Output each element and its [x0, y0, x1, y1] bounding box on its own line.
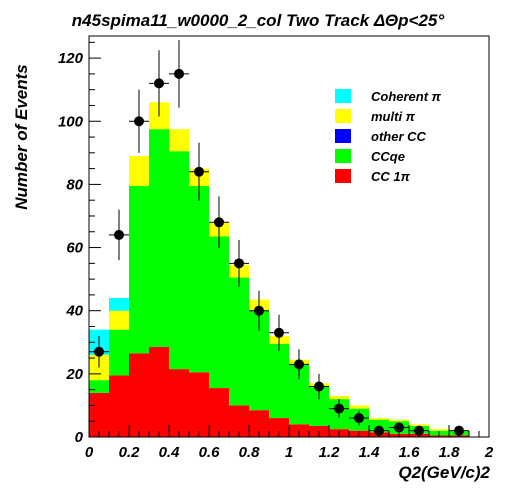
bar-ccqe-6: [209, 236, 229, 389]
legend-swatch-4: [335, 169, 351, 183]
y-tick-label: 100: [58, 113, 84, 130]
bar-ccqe-4: [169, 151, 189, 370]
bar-cc-1--5: [189, 372, 209, 437]
data-points: [89, 40, 469, 436]
legend-label-3: CCqe: [371, 149, 405, 164]
bar-multi--4: [169, 129, 189, 152]
legend-swatch-2: [335, 129, 351, 143]
y-tick-label: 20: [65, 366, 83, 383]
bar-ccqe-7: [229, 277, 249, 406]
legend-label-2: other CC: [371, 129, 427, 144]
data-point-5: [194, 166, 204, 177]
x-tick-label: 0.2: [119, 444, 141, 461]
data-point-1: [114, 229, 124, 240]
bar-ccqe-10: [289, 364, 309, 425]
bar-multi--1: [109, 310, 129, 330]
legend-label-1: multi π: [371, 109, 416, 124]
bar-ccqe-8: [249, 310, 269, 411]
data-point-4: [174, 68, 184, 79]
bar-cc-1--2: [129, 353, 149, 437]
bar-coherent--1: [109, 298, 129, 311]
axis-ticks: 0 0.2 0.4 0.6 0.8 1 1.2 1.4 1.6 1.8 20204060801001…: [58, 41, 494, 461]
bar-ccqe-9: [269, 343, 289, 419]
legend-label-0: Coherent π: [371, 89, 442, 104]
x-tick-label: 0: [85, 444, 94, 461]
data-point-10: [294, 359, 304, 370]
bar-cc-1--9: [269, 418, 289, 437]
data-point-3: [154, 78, 164, 89]
bar-cc-1--8: [249, 410, 269, 437]
y-tick-label: 80: [66, 176, 83, 193]
x-tick-label: 1.2: [319, 444, 341, 461]
bar-ccqe-3: [149, 129, 169, 348]
data-point-0: [94, 346, 104, 357]
bar-cc-1--3: [149, 347, 169, 437]
bar-ccqe-0: [89, 380, 109, 393]
data-point-17: [454, 425, 464, 436]
legend-swatch-1: [335, 109, 351, 123]
legend-swatch-3: [335, 149, 351, 163]
plot-frame: [88, 35, 490, 438]
bar-cc-1--7: [229, 405, 249, 437]
y-tick-label: 60: [66, 240, 83, 257]
bar-multi--15: [389, 419, 409, 422]
x-tick-label: 1.8: [439, 444, 461, 461]
data-point-2: [134, 116, 144, 127]
legend-label-4: CC 1π: [371, 169, 411, 184]
x-tick-label: 2: [484, 444, 494, 461]
bar-cc-1--10: [289, 424, 309, 437]
bar-multi--13: [349, 405, 369, 409]
bar-multi--14: [369, 418, 389, 420]
data-point-11: [314, 381, 324, 392]
x-tick-label: 1.6: [399, 444, 421, 461]
data-point-9: [274, 327, 284, 338]
legend-swatch-0: [335, 89, 351, 103]
data-point-14: [374, 425, 384, 436]
data-point-13: [354, 413, 364, 424]
data-point-8: [254, 305, 264, 316]
bar-multi--16: [409, 424, 429, 426]
bar-multi--12: [329, 395, 349, 400]
bar-ccqe-11: [309, 386, 329, 426]
bar-cc-1--6: [209, 388, 229, 437]
bar-cc-1--4: [169, 369, 189, 437]
y-tick-label: 120: [58, 50, 84, 67]
stacked-bars: [89, 102, 469, 437]
x-tick-label: 1.4: [359, 444, 381, 461]
y-tick-label: 40: [65, 303, 83, 320]
legend: Coherent π multi π other CC CCqe CC 1π: [335, 89, 442, 184]
chart-title: n45spima11_w0000_2_col Two Track ΔΘp<25°: [72, 11, 445, 30]
data-point-12: [334, 403, 344, 414]
data-point-7: [234, 258, 244, 269]
y-axis-label: Number of Events: [12, 64, 31, 209]
x-tick-label: 0.8: [239, 444, 261, 461]
x-axis-label: Q2(GeV/c)2: [398, 463, 490, 482]
data-point-6: [214, 217, 224, 228]
bar-ccqe-1: [109, 329, 129, 376]
bar-cc-1--0: [89, 392, 109, 437]
bar-multi--17: [429, 429, 449, 431]
y-tick-label: 0: [75, 429, 84, 446]
bar-ccqe-2: [129, 185, 149, 354]
bar-ccqe-5: [189, 185, 209, 373]
data-point-15: [394, 422, 404, 433]
x-tick-label: 0.4: [159, 444, 181, 461]
bar-cc-1--1: [109, 375, 129, 437]
x-tick-label: 0.6: [199, 444, 221, 461]
x-tick-label: 1: [285, 444, 293, 461]
bar-multi--2: [129, 155, 149, 186]
data-point-16: [414, 425, 424, 436]
